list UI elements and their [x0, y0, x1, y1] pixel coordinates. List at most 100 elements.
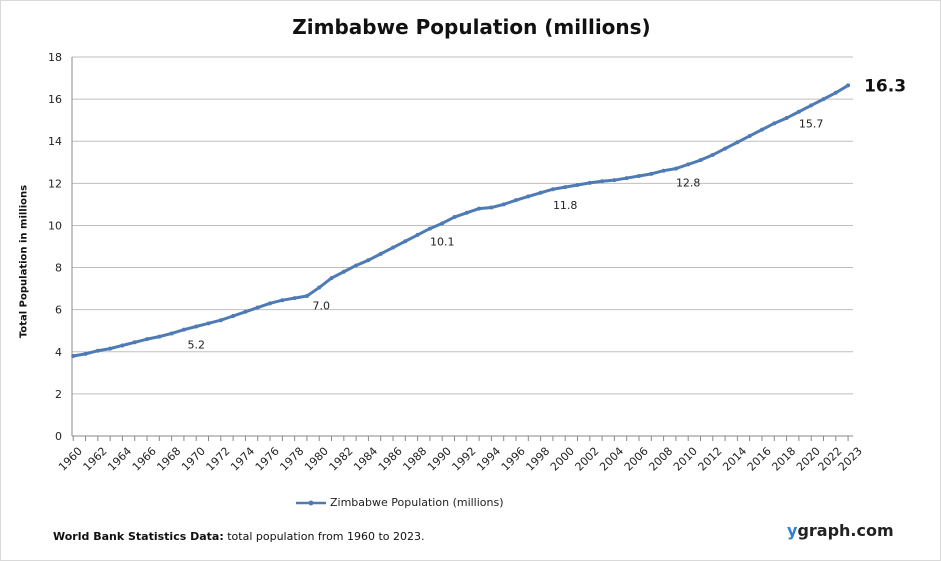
data-point: [723, 146, 728, 151]
data-point: [600, 179, 605, 184]
data-point: [391, 245, 396, 250]
data-point: [649, 171, 654, 176]
y-tick-label: 18: [48, 51, 62, 64]
data-point: [612, 178, 617, 183]
data-point: [255, 305, 260, 310]
data-point: [268, 301, 273, 306]
x-tick-label: 1996: [499, 445, 528, 474]
data-point: [231, 313, 236, 318]
x-tick-label: 1984: [351, 445, 380, 474]
x-tick-label: 2002: [573, 445, 602, 474]
data-point: [833, 90, 838, 95]
legend-label: Zimbabwe Population (millions): [330, 496, 504, 509]
x-tick-label: 1982: [327, 445, 356, 474]
data-label: 15.7: [799, 117, 824, 130]
x-tick-label: 1980: [302, 445, 331, 474]
data-point: [563, 185, 568, 190]
data-point: [304, 293, 309, 298]
data-point: [514, 198, 519, 203]
data-label: 10.1: [430, 235, 455, 248]
x-tick-label: 1966: [130, 445, 159, 474]
x-tick-label: 1964: [105, 445, 134, 474]
legend-swatch: [296, 500, 326, 505]
data-point: [440, 221, 445, 226]
y-tick-label: 8: [55, 262, 62, 275]
data-label: 5.2: [187, 339, 205, 352]
x-tick-label: 1992: [450, 445, 479, 474]
data-point: [108, 346, 113, 351]
data-point: [354, 263, 359, 268]
y-tick-label: 12: [48, 177, 62, 190]
data-label: 7.0: [312, 300, 330, 313]
data-point: [784, 116, 789, 121]
y-tick-label: 16: [48, 93, 62, 106]
data-point: [415, 232, 420, 237]
source-note: World Bank Statistics Data: total popula…: [53, 530, 425, 543]
data-point: [538, 190, 543, 195]
chart-title: Zimbabwe Population (millions): [292, 15, 651, 39]
y-tick-label: 2: [55, 388, 62, 401]
x-tick-label: 2008: [646, 445, 675, 474]
y-tick-label: 14: [48, 135, 62, 148]
x-tick-label: 1986: [376, 445, 405, 474]
data-point: [735, 140, 740, 145]
data-point: [132, 340, 137, 345]
data-point: [477, 206, 482, 211]
x-tick-label: 1976: [253, 445, 282, 474]
data-label: 12.8: [676, 176, 701, 189]
data-point: [145, 337, 150, 342]
data-point: [157, 334, 162, 339]
legend: Zimbabwe Population (millions): [296, 496, 504, 509]
x-tick-label: 2000: [548, 445, 577, 474]
data-point: [772, 121, 777, 126]
x-tick-label: 1974: [228, 445, 257, 474]
data-point: [317, 285, 322, 290]
x-tick-label: 2014: [720, 445, 749, 474]
data-point: [710, 152, 715, 157]
data-point: [95, 348, 100, 353]
data-point: [169, 331, 174, 336]
x-tick-label: 2006: [622, 445, 651, 474]
data-point: [452, 215, 457, 220]
x-tick-label: 1960: [56, 445, 85, 474]
data-point: [243, 309, 248, 314]
data-point: [759, 127, 764, 132]
data-point: [292, 296, 297, 301]
series-line: [72, 84, 849, 358]
y-tick-label: 4: [55, 346, 62, 359]
data-point: [686, 162, 691, 167]
data-point: [206, 321, 211, 326]
x-tick-label: 1972: [204, 445, 233, 474]
x-tick-label: 1978: [277, 445, 306, 474]
x-tick-label: 1988: [400, 445, 429, 474]
x-tick-label: 1968: [154, 445, 183, 474]
brand-rest: graph.com: [797, 521, 894, 540]
x-tick-label: 1994: [474, 445, 503, 474]
data-point: [341, 269, 346, 274]
x-tick-label: 1970: [179, 445, 208, 474]
data-point: [71, 353, 76, 358]
data-point: [846, 83, 851, 88]
data-point: [194, 324, 199, 329]
x-tick-label: 1998: [523, 445, 552, 474]
data-point: [366, 258, 371, 263]
data-point: [698, 158, 703, 163]
data-point: [464, 210, 469, 215]
data-point: [796, 109, 801, 114]
x-tick-label: 1962: [81, 445, 110, 474]
data-label: 16.3: [864, 76, 906, 96]
x-tick-label: 2012: [696, 445, 725, 474]
data-point: [526, 194, 531, 199]
x-tick-label: 2018: [769, 445, 798, 474]
data-point: [378, 251, 383, 256]
data-point: [83, 351, 88, 356]
data-point: [218, 318, 223, 323]
data-point: [280, 298, 285, 303]
data-point: [120, 343, 125, 348]
data-point: [636, 173, 641, 178]
data-point: [489, 205, 494, 210]
x-tick-label: 2016: [745, 445, 774, 474]
data-label: 11.8: [553, 199, 578, 212]
data-point: [747, 133, 752, 138]
